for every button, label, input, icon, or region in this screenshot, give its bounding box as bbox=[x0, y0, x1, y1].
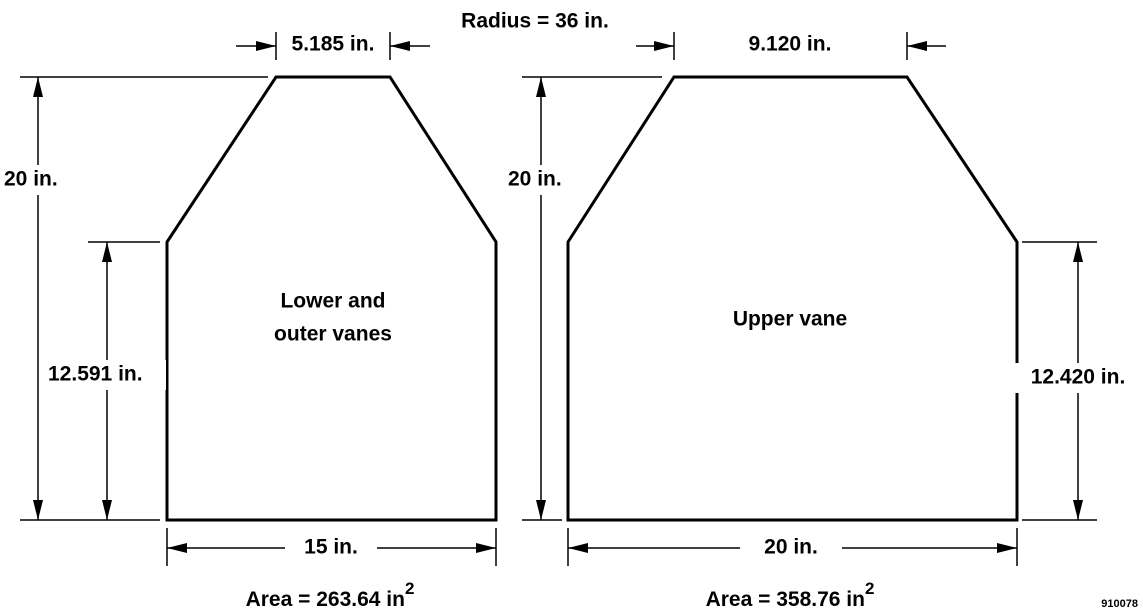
area-exponent: 2 bbox=[865, 579, 874, 598]
label-bg bbox=[740, 533, 842, 563]
figure-id: 910078 bbox=[1101, 598, 1138, 610]
right-dimensions bbox=[522, 32, 1097, 566]
label-bg bbox=[1015, 363, 1141, 393]
right-vane-name: Upper vane bbox=[733, 308, 847, 331]
left-side-height: 12.591 in. bbox=[48, 363, 143, 386]
label-bg bbox=[0, 165, 78, 195]
left-bottom-width: 15 in. bbox=[304, 536, 358, 559]
left-dimensions bbox=[20, 32, 497, 566]
left-top-width: 5.185 in. bbox=[292, 33, 375, 56]
left-vane-name: outer vanes bbox=[274, 323, 392, 346]
radius-label: Radius = 36 in. bbox=[461, 10, 609, 33]
left-vane-outline bbox=[165, 75, 498, 522]
label-bg bbox=[507, 165, 569, 195]
left-vane-name: Lower and bbox=[280, 290, 385, 313]
right-vane-outline bbox=[566, 75, 1019, 522]
area-text: Area = 263.64 in bbox=[246, 588, 405, 611]
label-bg bbox=[285, 533, 377, 563]
area-text: Area = 358.76 in bbox=[706, 588, 865, 611]
right-area: Area = 358.76 in2 bbox=[706, 579, 875, 610]
left-area: Area = 263.64 in2 bbox=[246, 579, 415, 610]
right-side-height: 12.420 in. bbox=[1031, 366, 1126, 389]
label-bg bbox=[46, 360, 166, 390]
right-top-width: 9.120 in. bbox=[749, 33, 832, 56]
left-height: 20 in. bbox=[4, 168, 58, 191]
area-exponent: 2 bbox=[405, 579, 414, 598]
right-bottom-width: 20 in. bbox=[764, 536, 818, 559]
right-height: 20 in. bbox=[508, 168, 562, 191]
